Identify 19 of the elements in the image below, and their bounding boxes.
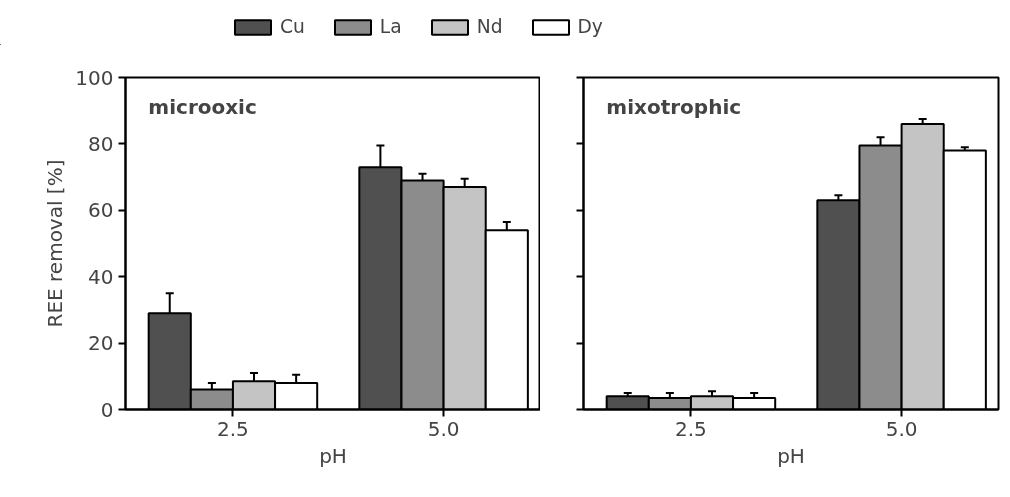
x-tick-label: 2.5 bbox=[217, 416, 249, 441]
y-tick-label: 80 bbox=[88, 131, 114, 156]
legend-label: Dy bbox=[577, 16, 603, 37]
y-tick-label: 100 bbox=[75, 65, 114, 90]
legend-label: Nd bbox=[476, 16, 503, 37]
y-tick-label: 20 bbox=[88, 331, 114, 356]
y-tick-label: 60 bbox=[88, 198, 114, 223]
text: mixotrophic bbox=[606, 95, 742, 120]
y-tick-label: 0 bbox=[100, 397, 114, 422]
x-tick-label: 5.0 bbox=[885, 416, 918, 441]
legend-label: Cu bbox=[280, 16, 305, 37]
x-axis-title: pH bbox=[777, 443, 805, 468]
y-tick-label: 40 bbox=[88, 264, 114, 289]
x-tick-label: 5.0 bbox=[427, 416, 460, 441]
y-axis-title: REE removal [%] bbox=[43, 159, 68, 328]
x-axis-title: pH bbox=[319, 443, 347, 468]
x-tick-label: 2.5 bbox=[675, 416, 707, 441]
text: microoxic bbox=[148, 95, 257, 120]
legend-label: La bbox=[379, 16, 402, 37]
